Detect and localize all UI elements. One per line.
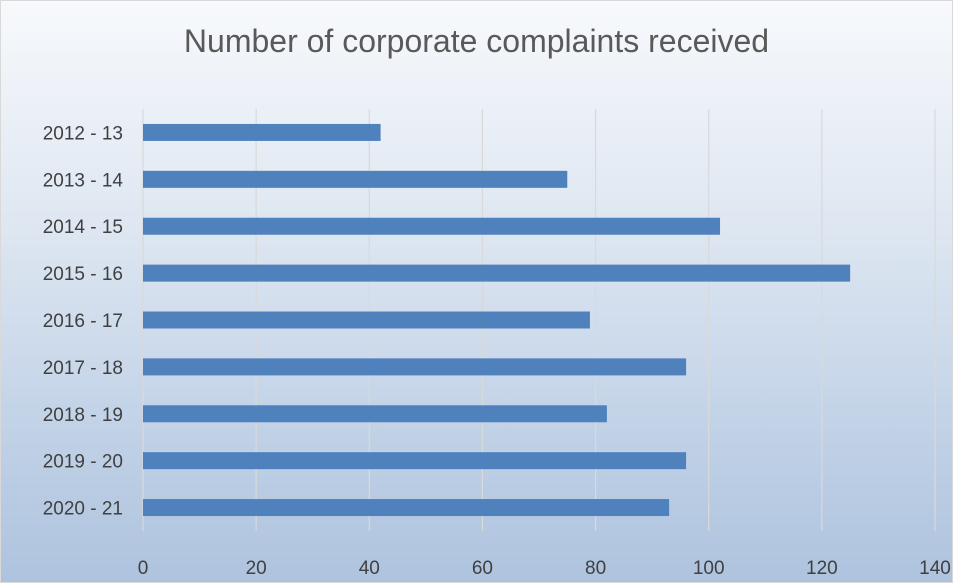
x-tick-label: 80 <box>585 558 606 579</box>
bar <box>143 311 590 329</box>
x-tick-label: 20 <box>246 558 267 579</box>
category-label: 2016 - 17 <box>43 311 123 332</box>
x-tick-labels: 0 20 40 60 80 100 120 140 <box>138 558 951 579</box>
bar <box>143 452 687 470</box>
x-tick-label: 60 <box>472 558 493 579</box>
bars <box>143 123 851 517</box>
category-labels: 2012 - 13 2013 - 14 2014 - 15 2015 - 16 2016… <box>43 123 124 519</box>
bar <box>143 499 670 517</box>
chart-title: Number of corporate complaints received <box>183 23 770 59</box>
category-label: 2020 - 21 <box>43 499 123 520</box>
bar <box>143 123 381 141</box>
bar <box>143 217 721 235</box>
bar <box>143 358 687 376</box>
bar <box>143 170 568 188</box>
category-label: 2018 - 19 <box>43 405 123 426</box>
category-label: 2019 - 20 <box>43 452 123 473</box>
category-label: 2013 - 14 <box>43 170 124 191</box>
x-tick-label: 120 <box>806 558 838 579</box>
x-tick-label: 100 <box>693 558 725 579</box>
bar <box>143 405 607 423</box>
category-label: 2014 - 15 <box>43 217 123 238</box>
category-label: 2017 - 18 <box>43 358 123 379</box>
x-tick-label: 40 <box>359 558 380 579</box>
category-label: 2012 - 13 <box>43 123 123 144</box>
x-tick-label: 140 <box>919 558 951 579</box>
category-label: 2015 - 16 <box>43 264 123 285</box>
bar <box>143 264 851 282</box>
x-tick-label: 0 <box>138 558 149 579</box>
